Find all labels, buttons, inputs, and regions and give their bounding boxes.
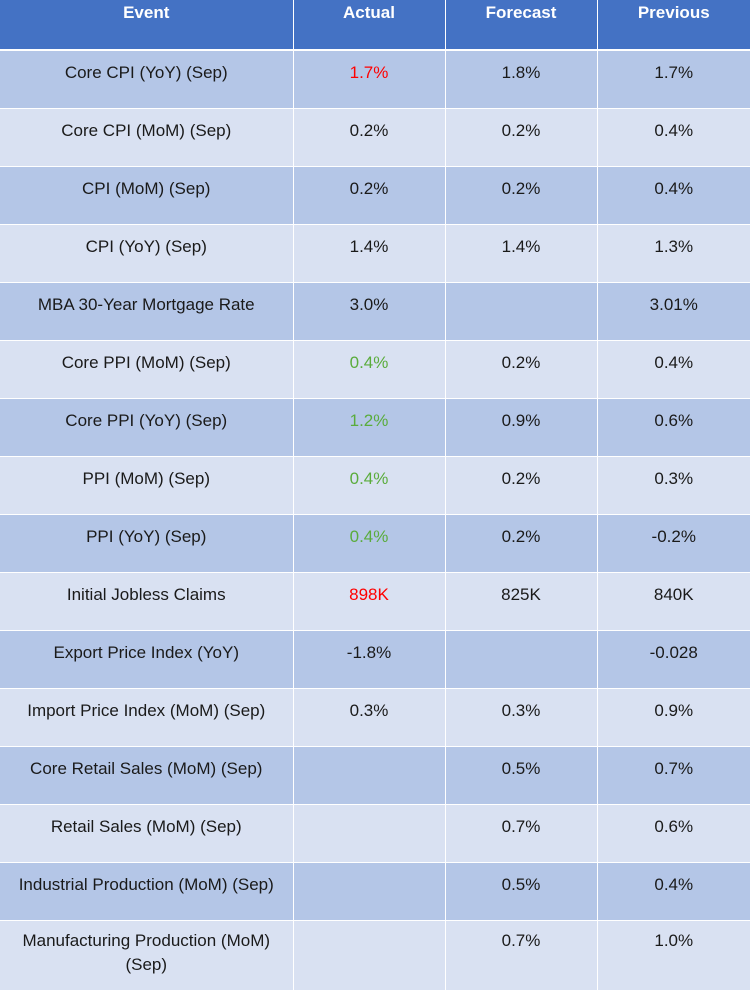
previous-cell: -0.2% — [597, 514, 750, 573]
table-row: Import Price Index (MoM) (Sep) 0.3% 0.3% 0.… — [0, 688, 750, 747]
event-cell: Export Price Index (YoY) — [0, 630, 294, 689]
forecast-cell: 0.2% — [445, 456, 598, 515]
actual-cell: 0.4% — [293, 456, 446, 515]
actual-cell: 0.4% — [293, 514, 446, 573]
table-row: Retail Sales (MoM) (Sep) 0.7% 0.6% — [0, 804, 750, 863]
event-cell: Initial Jobless Claims — [0, 572, 294, 631]
forecast-cell: 0.3% — [445, 688, 598, 747]
event-cell: Core Retail Sales (MoM) (Sep) — [0, 746, 294, 805]
header-event: Event — [0, 0, 294, 51]
event-cell: Retail Sales (MoM) (Sep) — [0, 804, 294, 863]
event-cell: Import Price Index (MoM) (Sep) — [0, 688, 294, 747]
actual-cell — [293, 862, 446, 921]
previous-cell: 1.7% — [597, 50, 750, 109]
forecast-cell: 1.4% — [445, 224, 598, 283]
event-cell: Manufacturing Production (MoM) (Sep) — [0, 920, 294, 991]
forecast-cell: 1.8% — [445, 50, 598, 109]
forecast-cell — [445, 282, 598, 341]
table-row: Export Price Index (YoY) -1.8% -0.028 — [0, 630, 750, 689]
header-previous: Previous — [597, 0, 750, 51]
header-actual: Actual — [293, 0, 446, 51]
table-row: Core Retail Sales (MoM) (Sep) 0.5% 0.7% — [0, 746, 750, 805]
actual-cell: 0.2% — [293, 108, 446, 167]
actual-cell: -1.8% — [293, 630, 446, 689]
actual-cell: 1.2% — [293, 398, 446, 457]
table-body: Core CPI (YoY) (Sep) 1.7% 1.8% 1.7% Core CPI… — [0, 50, 750, 991]
table-row: PPI (MoM) (Sep) 0.4% 0.2% 0.3% — [0, 456, 750, 515]
forecast-cell: 0.5% — [445, 862, 598, 921]
table-row: Initial Jobless Claims 898K 825K 840K — [0, 572, 750, 631]
event-cell: CPI (YoY) (Sep) — [0, 224, 294, 283]
forecast-cell: 825K — [445, 572, 598, 631]
actual-cell: 0.2% — [293, 166, 446, 225]
actual-cell — [293, 920, 446, 991]
actual-cell: 1.7% — [293, 50, 446, 109]
actual-cell: 1.4% — [293, 224, 446, 283]
table-row: Core CPI (MoM) (Sep) 0.2% 0.2% 0.4% — [0, 108, 750, 167]
table-row: PPI (YoY) (Sep) 0.4% 0.2% -0.2% — [0, 514, 750, 573]
previous-cell: 0.6% — [597, 398, 750, 457]
event-cell: CPI (MoM) (Sep) — [0, 166, 294, 225]
previous-cell: 1.3% — [597, 224, 750, 283]
previous-cell: 0.3% — [597, 456, 750, 515]
event-cell: Core PPI (YoY) (Sep) — [0, 398, 294, 457]
event-cell: Core CPI (MoM) (Sep) — [0, 108, 294, 167]
previous-cell: -0.028 — [597, 630, 750, 689]
forecast-cell: 0.7% — [445, 920, 598, 991]
table-row: Core CPI (YoY) (Sep) 1.7% 1.8% 1.7% — [0, 50, 750, 109]
previous-cell: 0.4% — [597, 862, 750, 921]
table-row: MBA 30-Year Mortgage Rate 3.0% 3.01% — [0, 282, 750, 341]
event-cell: Core CPI (YoY) (Sep) — [0, 50, 294, 109]
table-header: Event Actual Forecast Previous — [0, 0, 750, 51]
table-row: CPI (YoY) (Sep) 1.4% 1.4% 1.3% — [0, 224, 750, 283]
event-cell: Core PPI (MoM) (Sep) — [0, 340, 294, 399]
previous-cell: 0.7% — [597, 746, 750, 805]
event-cell: PPI (YoY) (Sep) — [0, 514, 294, 573]
actual-cell: 0.4% — [293, 340, 446, 399]
forecast-cell: 0.2% — [445, 166, 598, 225]
actual-cell: 0.3% — [293, 688, 446, 747]
previous-cell: 0.4% — [597, 340, 750, 399]
table-row: Manufacturing Production (MoM) (Sep) 0.7%… — [0, 920, 750, 991]
forecast-cell: 0.7% — [445, 804, 598, 863]
actual-cell — [293, 804, 446, 863]
forecast-cell: 0.9% — [445, 398, 598, 457]
table-row: CPI (MoM) (Sep) 0.2% 0.2% 0.4% — [0, 166, 750, 225]
actual-cell: 3.0% — [293, 282, 446, 341]
header-row: Event Actual Forecast Previous — [0, 0, 750, 51]
previous-cell: 0.4% — [597, 166, 750, 225]
event-cell: PPI (MoM) (Sep) — [0, 456, 294, 515]
forecast-cell — [445, 630, 598, 689]
header-forecast: Forecast — [445, 0, 598, 51]
event-cell: Industrial Production (MoM) (Sep) — [0, 862, 294, 921]
previous-cell: 840K — [597, 572, 750, 631]
forecast-cell: 0.2% — [445, 514, 598, 573]
forecast-cell: 0.2% — [445, 340, 598, 399]
previous-cell: 0.9% — [597, 688, 750, 747]
forecast-cell: 0.2% — [445, 108, 598, 167]
table-row: Core PPI (YoY) (Sep) 1.2% 0.9% 0.6% — [0, 398, 750, 457]
previous-cell: 0.6% — [597, 804, 750, 863]
table-row: Industrial Production (MoM) (Sep) 0.5% 0.4… — [0, 862, 750, 921]
previous-cell: 0.4% — [597, 108, 750, 167]
event-cell: MBA 30-Year Mortgage Rate — [0, 282, 294, 341]
previous-cell: 3.01% — [597, 282, 750, 341]
table-row: Core PPI (MoM) (Sep) 0.4% 0.2% 0.4% — [0, 340, 750, 399]
actual-cell — [293, 746, 446, 805]
forecast-cell: 0.5% — [445, 746, 598, 805]
previous-cell: 1.0% — [597, 920, 750, 991]
actual-cell: 898K — [293, 572, 446, 631]
